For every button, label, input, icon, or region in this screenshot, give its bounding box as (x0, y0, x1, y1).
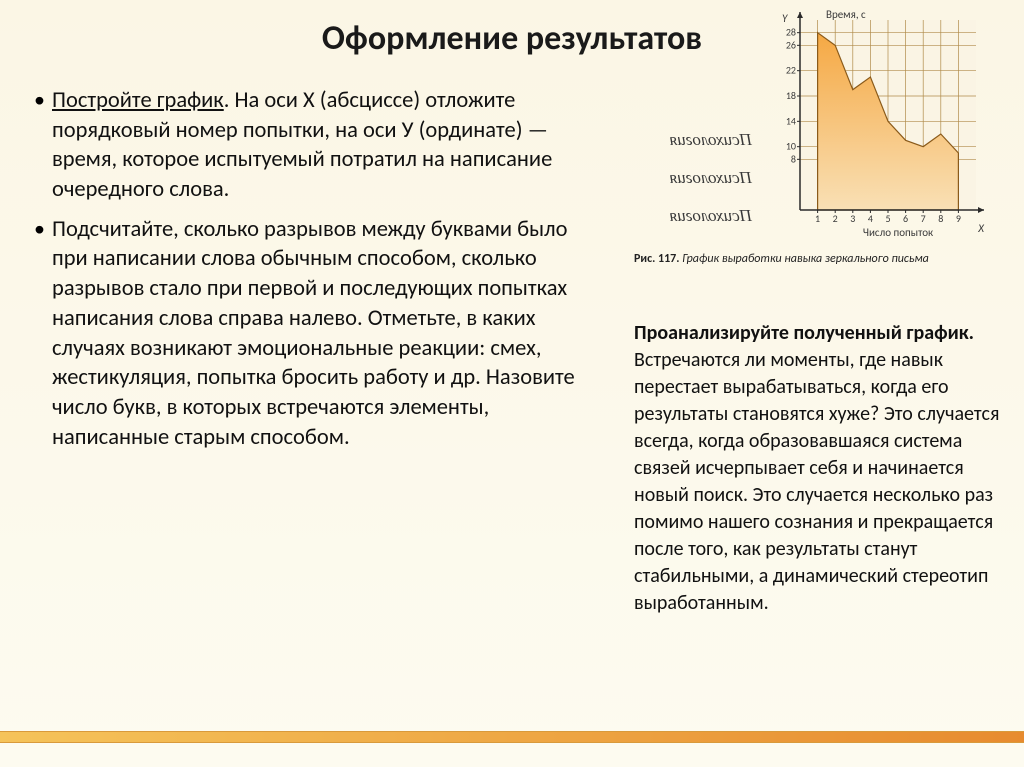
left-column: • Постройте график. На оси Х (абсциссе) … (34, 86, 604, 462)
svg-text:28: 28 (786, 26, 796, 39)
mirror-words: Психология Психология Психология (634, 112, 752, 244)
bullet-lead: Постройте график (52, 87, 224, 114)
caption-number: Рис. 117. (634, 252, 679, 266)
bullet-text: Подсчитайте, сколько разрывов между букв… (52, 215, 604, 453)
bullet-text: Постройте график. На оси Х (абсциссе) от… (52, 86, 604, 205)
chart-container: 8101418222628123456789YXВремя, сЧисло по… (764, 6, 1000, 246)
figure-block: Психология Психология Психология 8101418… (634, 6, 1002, 266)
analysis-rest: Встречаются ли моменты, где навык перест… (634, 348, 999, 615)
bullet-item: • Постройте график. На оси Х (абсциссе) … (34, 86, 604, 205)
bullet-dot: • (34, 215, 52, 453)
svg-text:26: 26 (786, 38, 796, 51)
analysis-paragraph: Проанализируйте полученный график. Встре… (634, 320, 1002, 617)
svg-text:Время, с: Время, с (826, 8, 866, 21)
svg-text:4: 4 (868, 212, 873, 225)
svg-text:9: 9 (956, 212, 961, 225)
svg-text:22: 22 (786, 64, 796, 77)
svg-text:2: 2 (833, 212, 838, 225)
svg-text:7: 7 (921, 212, 926, 225)
mirror-word: Психология (634, 206, 752, 226)
svg-text:Число попыток: Число попыток (863, 226, 933, 239)
svg-text:14: 14 (786, 114, 796, 127)
mirror-word: Психология (634, 130, 752, 150)
svg-text:8: 8 (791, 152, 796, 165)
caption-text: График выработки навыка зеркального пись… (682, 252, 929, 266)
svg-text:5: 5 (885, 212, 890, 225)
svg-text:10: 10 (786, 140, 796, 153)
area-chart: 8101418222628123456789YXВремя, сЧисло по… (764, 6, 1000, 246)
bullet-dot: • (34, 86, 52, 205)
right-column: Проанализируйте полученный график. Встре… (634, 300, 1002, 637)
svg-text:18: 18 (786, 89, 796, 102)
svg-text:X: X (977, 222, 985, 235)
slide-root: Оформление результатов • Постройте графи… (0, 0, 1024, 767)
analysis-lead: Проанализируйте полученный график. (634, 321, 974, 345)
svg-text:6: 6 (903, 212, 908, 225)
accent-bar (0, 731, 1024, 743)
figure-caption: Рис. 117. График выработки навыка зеркал… (634, 252, 1002, 266)
bullet-item: • Подсчитайте, сколько разрывов между бу… (34, 215, 604, 453)
mirror-word: Психология (634, 168, 752, 188)
svg-text:3: 3 (850, 212, 855, 225)
bullet-rest: Подсчитайте, сколько разрывов между букв… (52, 216, 575, 451)
svg-text:1: 1 (815, 212, 820, 225)
svg-text:8: 8 (938, 212, 943, 225)
svg-text:Y: Y (782, 12, 788, 25)
